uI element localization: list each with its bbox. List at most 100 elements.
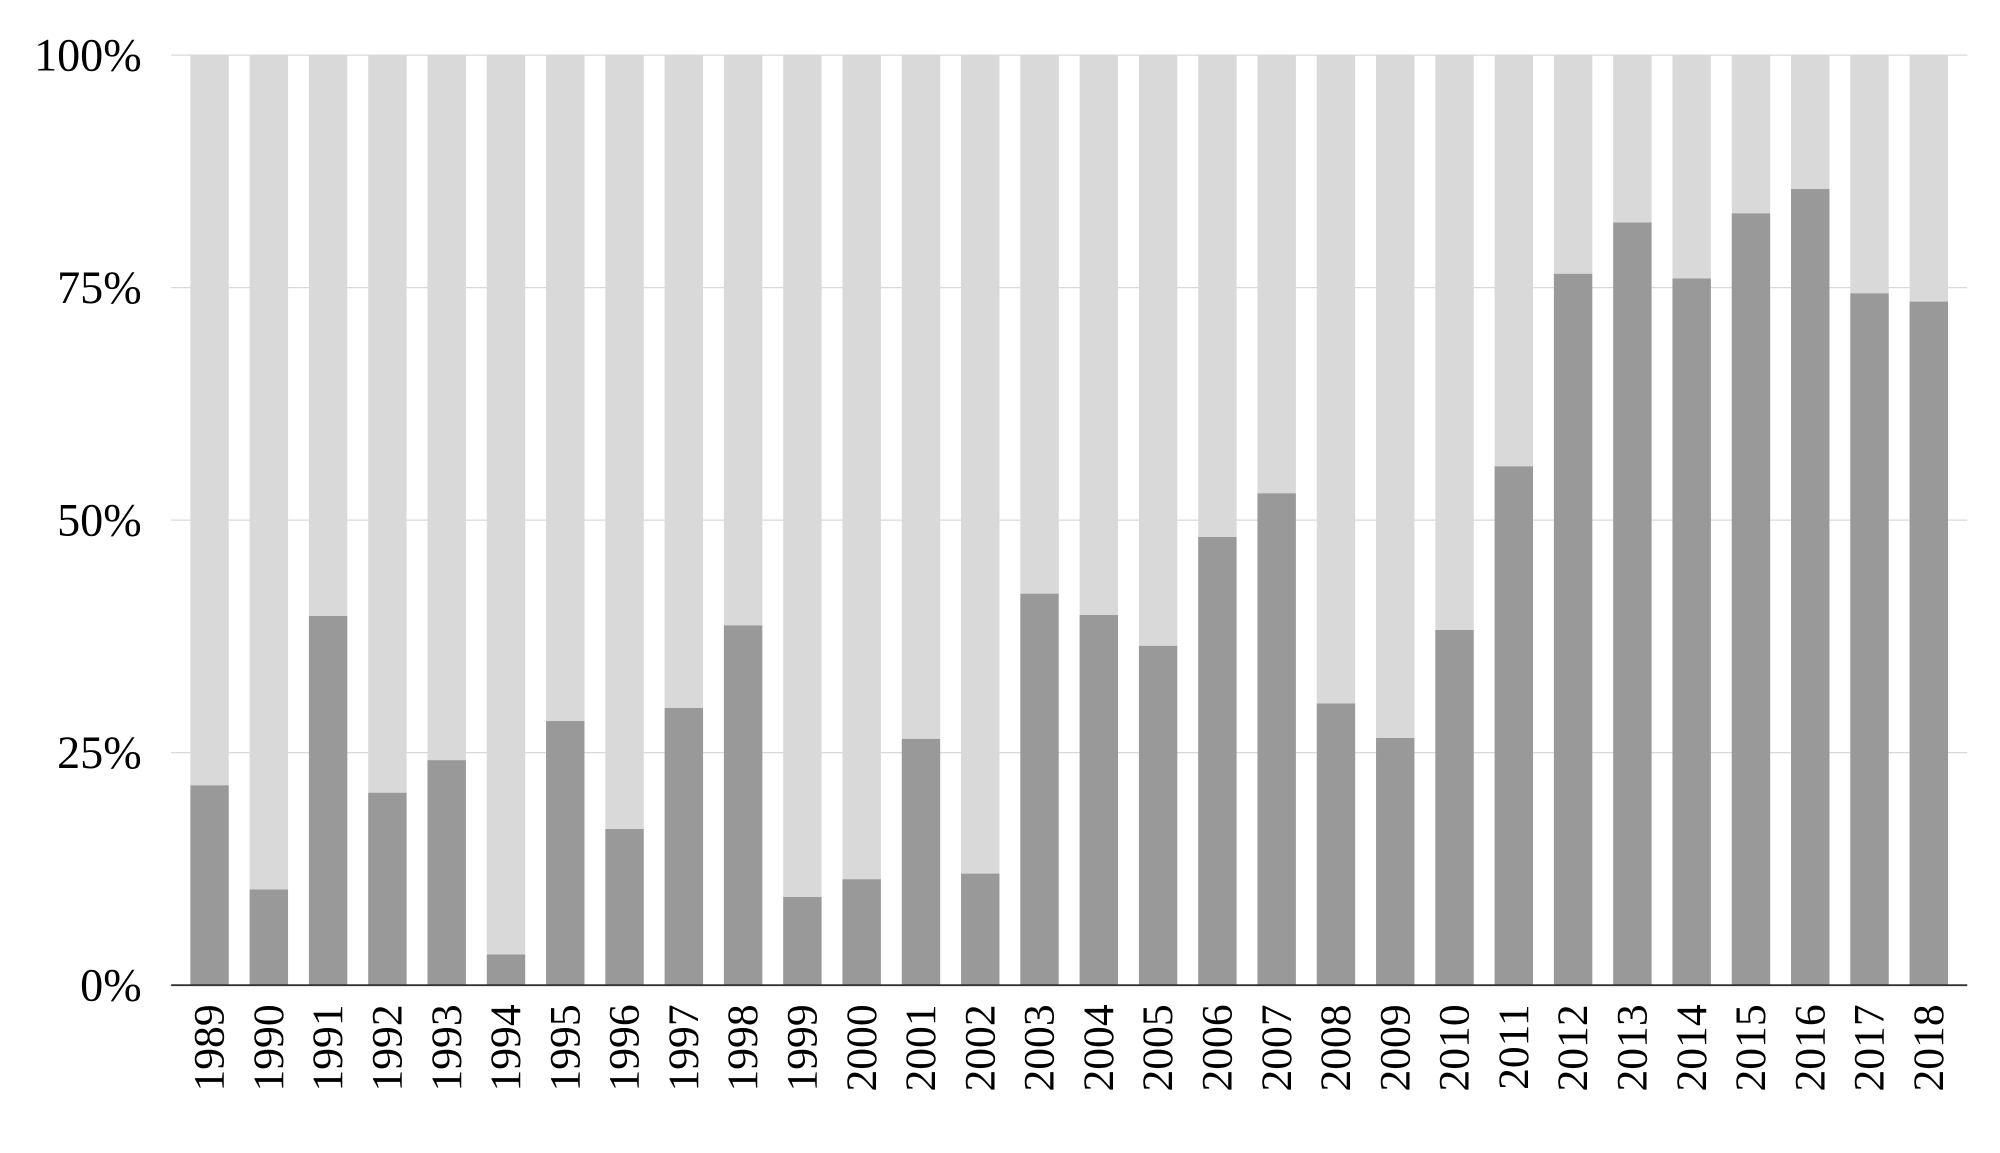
x-tick-label: 1990 — [245, 1004, 293, 1091]
gridlines — [171, 54, 1968, 754]
bar-segment-1999-series-1 — [783, 896, 822, 986]
x-tick-label: 2011 — [1490, 1004, 1538, 1089]
bar-segment-2006-series-1 — [1198, 536, 1237, 986]
bar-segment-1992-series-2 — [368, 55, 407, 793]
x-tick-label: 2008 — [1312, 1004, 1360, 1091]
x-tick-label: 2013 — [1608, 1004, 1656, 1091]
bar-segment-2003-series-1 — [1020, 593, 1059, 986]
x-tick-label: 2007 — [1253, 1004, 1301, 1091]
y-tick-label: 25% — [57, 727, 142, 778]
y-tick-label: 50% — [57, 495, 142, 546]
bar-segment-2013-series-2 — [1613, 55, 1652, 223]
bar-segment-2007-series-2 — [1257, 55, 1296, 494]
bar-segment-2011-series-1 — [1494, 466, 1534, 986]
x-tick-label: 1996 — [601, 1004, 649, 1091]
bar-segment-2003-series-2 — [1020, 55, 1059, 594]
y-tick-label: 100% — [34, 29, 142, 80]
bar-segment-1991-series-1 — [308, 615, 348, 986]
bar-segment-1996-series-1 — [605, 828, 644, 986]
bar-segment-1993-series-2 — [427, 55, 466, 761]
bar-segment-2010-series-2 — [1435, 55, 1474, 630]
x-tick-label: 1999 — [778, 1004, 826, 1091]
bar-segment-2001-series-2 — [901, 55, 941, 739]
x-tick-label: 1998 — [719, 1004, 767, 1091]
y-tick-label: 0% — [80, 960, 141, 1011]
x-tick-label: 2015 — [1727, 1004, 1775, 1091]
bar-segment-2000-series-1 — [842, 879, 881, 986]
bar-segment-1992-series-1 — [368, 792, 407, 986]
x-tick-label: 2009 — [1371, 1004, 1419, 1091]
bar-segment-2017-series-1 — [1850, 293, 1889, 986]
x-tick-label: 1994 — [482, 1004, 530, 1091]
bar-segment-2016-series-2 — [1791, 55, 1830, 190]
x-tick-label: 2004 — [1075, 1004, 1123, 1091]
bar-segment-2005-series-1 — [1138, 645, 1178, 986]
bar-segment-1993-series-1 — [427, 760, 466, 986]
bar-segment-1991-series-2 — [308, 55, 348, 616]
x-tick-label: 1995 — [541, 1004, 589, 1091]
y-tick-label: 75% — [57, 262, 142, 313]
bar-segment-2010-series-1 — [1435, 629, 1474, 986]
x-tick-label: 2005 — [1134, 1004, 1182, 1091]
bar-segment-2018-series-2 — [1909, 55, 1949, 302]
x-tick-label: 1992 — [364, 1004, 412, 1091]
bar-segment-2002-series-1 — [961, 873, 1000, 986]
bar-segment-2002-series-2 — [961, 55, 1000, 874]
bar-segment-1990-series-2 — [249, 55, 289, 890]
bar-segment-1996-series-2 — [605, 55, 644, 829]
bar-segment-2014-series-2 — [1672, 55, 1711, 279]
x-tick-labels: 1989 1990 1991 1992 1993 1994 1995 1996 1997 1998… — [186, 1004, 1953, 1091]
bar-segment-2018-series-1 — [1909, 301, 1949, 986]
bar-segment-2011-series-2 — [1494, 55, 1534, 467]
x-tick-label: 2001 — [897, 1004, 945, 1091]
x-tick-label: 1997 — [660, 1004, 708, 1091]
bar-segment-2017-series-2 — [1850, 55, 1889, 294]
bar-segment-1989-series-1 — [190, 785, 229, 986]
x-tick-label: 1991 — [304, 1004, 352, 1091]
x-tick-label: 2003 — [1016, 1004, 1064, 1091]
x-tick-label: 1993 — [423, 1004, 471, 1091]
bar-segment-2009-series-1 — [1376, 737, 1415, 986]
bar-segment-2008-series-2 — [1316, 55, 1356, 704]
bar-segment-1990-series-1 — [249, 889, 289, 986]
x-tick-label: 2014 — [1668, 1004, 1716, 1091]
bar-segment-1998-series-2 — [723, 55, 763, 626]
x-tick-label: 2010 — [1431, 1004, 1479, 1091]
x-tick-label: 2006 — [1193, 1004, 1241, 1091]
bar-segment-2004-series-2 — [1079, 55, 1119, 615]
bar-segment-2012-series-1 — [1553, 273, 1593, 986]
bar-segment-1998-series-1 — [723, 625, 763, 986]
x-tick-label: 2016 — [1786, 1004, 1834, 1091]
bar-segment-2001-series-1 — [901, 738, 941, 986]
x-tick-label: 2000 — [838, 1004, 886, 1091]
bar-segment-2000-series-2 — [842, 55, 881, 880]
x-tick-label: 2012 — [1549, 1004, 1597, 1091]
x-tick-label: 1989 — [186, 1004, 234, 1091]
bar-segment-2004-series-1 — [1079, 614, 1119, 986]
bar-segment-1999-series-2 — [783, 55, 822, 897]
bar-segment-1997-series-1 — [664, 708, 704, 986]
bar-segment-1997-series-2 — [664, 55, 704, 709]
bar-segment-2005-series-2 — [1138, 55, 1178, 646]
bar-segment-2006-series-2 — [1198, 55, 1237, 537]
bar-segment-2007-series-1 — [1257, 493, 1296, 986]
bar-segment-1994-series-1 — [486, 954, 526, 986]
bar-segment-2015-series-1 — [1731, 213, 1771, 986]
x-tick-label: 2018 — [1905, 1004, 1953, 1091]
x-tick-label: 2002 — [956, 1004, 1004, 1091]
bar-segment-2013-series-1 — [1613, 222, 1652, 986]
bar-segment-1995-series-1 — [546, 721, 585, 986]
bar-segment-1995-series-2 — [546, 55, 585, 722]
bar-segment-2016-series-1 — [1791, 189, 1830, 986]
bar-segment-2015-series-2 — [1731, 55, 1771, 214]
bar-segment-2014-series-1 — [1672, 278, 1711, 986]
bars — [190, 55, 1949, 986]
bar-segment-2012-series-2 — [1553, 55, 1593, 274]
bar-segment-2009-series-2 — [1376, 55, 1415, 738]
bar-segment-1989-series-2 — [190, 55, 229, 786]
x-tick-label: 2017 — [1846, 1004, 1894, 1091]
bar-segment-1994-series-2 — [486, 55, 526, 955]
y-tick-labels: 0% 25% 50% 75% 100% — [34, 29, 142, 1010]
bar-segment-2008-series-1 — [1316, 703, 1356, 986]
